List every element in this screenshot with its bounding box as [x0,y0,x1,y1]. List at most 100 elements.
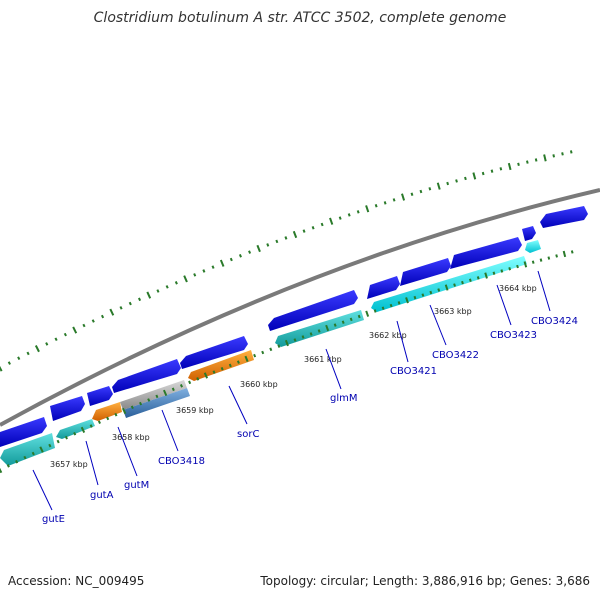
tick-mark [543,154,547,162]
gene-label-CBO3424[interactable]: CBO3424 [531,316,578,327]
tick-mark [325,324,330,332]
gene-label-glmM[interactable]: glmM [330,393,358,404]
tick-mark [165,285,169,289]
gene-reverse[interactable] [120,380,187,410]
tick-mark [302,229,306,233]
tick-mark [357,314,361,319]
tick-mark [261,350,265,355]
tick-mark [179,384,183,388]
gene-forward[interactable] [268,290,358,331]
tick-mark [54,337,58,342]
tick-mark [91,319,95,323]
tick-mark [508,267,512,271]
genome-backbone [0,188,600,427]
gene-reverse[interactable] [371,256,527,312]
gene-forward[interactable] [540,206,588,228]
tick-mark [80,426,86,434]
tick-mark [389,303,393,308]
tick-mark [428,187,432,191]
tick-mark [137,297,142,302]
tick-mark [0,365,3,372]
gene-label-gutE[interactable]: gutE [42,514,65,525]
gene-forward[interactable] [0,417,47,447]
tick-mark [405,297,409,304]
tick-mark [220,366,224,371]
tick-mark [15,459,19,464]
gene-forward[interactable] [87,386,113,406]
gene-forward[interactable] [522,226,536,241]
tick-mark [481,171,485,176]
tick-mark [23,455,27,460]
gene-forward[interactable] [450,237,522,269]
tick-mark [333,323,337,327]
tick-mark [490,169,494,173]
tick-mark [539,258,543,262]
gene-label-sorC[interactable]: sorC [237,429,259,440]
gene-label-gutA[interactable]: gutA [90,490,114,501]
tick-mark [338,216,342,220]
tick-mark [128,301,132,306]
tick-mark [464,176,467,181]
tick-mark [401,193,406,201]
gene-forward[interactable] [112,359,181,393]
gene-forward[interactable] [367,276,400,299]
tick-mark [163,389,168,396]
gene-forward[interactable] [400,258,451,286]
scale-label: 3663 kbp [434,307,472,316]
tick-mark [48,443,52,448]
tick-mark [468,278,472,282]
tick-mark [130,405,134,410]
tick-mark [39,446,44,453]
gene-reverse[interactable] [0,433,55,466]
tick-mark [500,269,504,273]
gene-reverse[interactable] [92,402,122,421]
gene-label-gutM[interactable]: gutM [124,480,149,491]
tick-mark [72,326,78,334]
gene-reverse[interactable] [123,388,190,418]
tick-mark [171,387,175,392]
tick-mark [114,412,118,417]
gene-label-CBO3418[interactable]: CBO3418 [158,456,205,467]
tick-mark [238,254,242,258]
tick-mark [421,293,425,297]
tick-mark [476,276,480,280]
tick-mark [229,257,233,262]
tick-mark [82,323,86,328]
scale-label: 3661 kbp [304,355,342,364]
label-leaders [32,270,551,511]
map-title: Clostridium botulinum A str. ATCC 3502, … [93,10,507,26]
outer-tick-ring [0,150,573,372]
tick-mark [341,320,345,324]
gene-label-CBO3422[interactable]: CBO3422 [432,350,479,361]
tick-mark [455,179,458,183]
tick-mark [0,467,3,474]
tick-mark [365,310,370,317]
tick-mark [56,439,60,444]
tick-mark [446,181,450,186]
gene-forward[interactable] [180,336,248,369]
tick-mark [461,280,464,285]
tick-mark [266,243,270,247]
tick-mark [236,360,240,364]
tick-mark [472,172,477,180]
tick-mark [329,217,334,225]
gene-reverse[interactable] [275,310,364,347]
tick-mark [277,344,281,348]
gene-reverse[interactable] [525,240,541,253]
tick-mark [516,264,519,269]
tick-mark [17,356,21,361]
scale-label: 3657 kbp [50,460,88,469]
tick-mark [293,338,297,342]
gene-forward[interactable] [50,396,85,421]
gene-reverse[interactable] [56,419,95,439]
tick-mark [531,260,535,264]
tick-mark [413,295,417,300]
tick-mark [383,201,387,205]
gene-label-CBO3423[interactable]: CBO3423 [490,330,537,341]
tick-mark [569,150,573,154]
gene-label-CBO3421[interactable]: CBO3421 [390,366,437,377]
accession-text: Accession: NC_009495 [8,574,145,588]
tick-mark [147,398,151,402]
tick-mark [253,353,257,358]
